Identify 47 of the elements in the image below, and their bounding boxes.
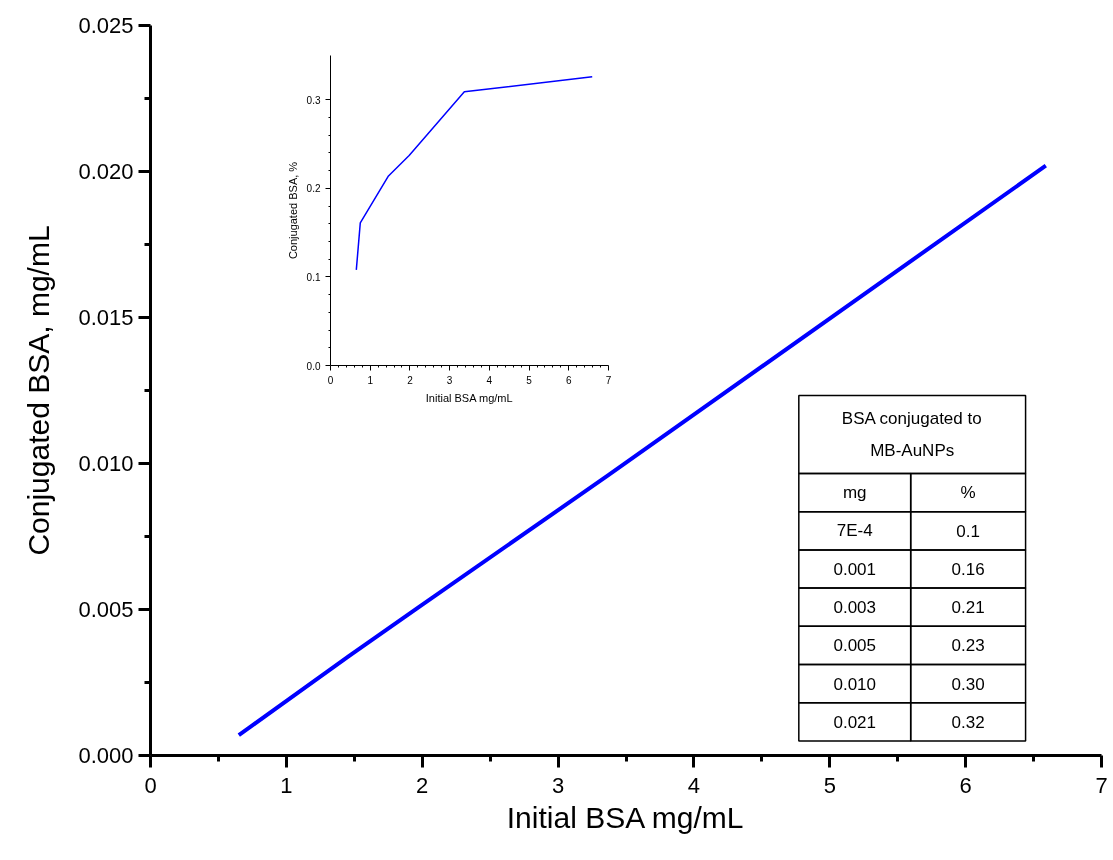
x-tick-label: 1 <box>367 374 374 386</box>
y-tick-label: 0.0 <box>306 360 321 372</box>
annotation: 0.1 <box>956 521 980 541</box>
x-tick-label: 3 <box>551 772 565 798</box>
y-tick-label: 0.3 <box>306 94 321 106</box>
annotation: 0.30 <box>951 674 985 694</box>
y-tick-label: 0.015 <box>78 305 134 330</box>
annotation: 0.32 <box>951 712 985 732</box>
x-tick-label: 6 <box>566 374 572 386</box>
y-tick-label: 0.025 <box>78 13 134 38</box>
x-tick-label: 5 <box>526 374 533 386</box>
x-tick-label: 3 <box>446 374 453 386</box>
annotation: 0.010 <box>833 674 877 694</box>
annotation: 0.16 <box>951 560 985 579</box>
x-tick-label: 5 <box>823 772 836 798</box>
x-tick-label: 0 <box>327 374 334 386</box>
annotation: 0.021 <box>833 712 877 732</box>
y-tick-label: 0.010 <box>78 451 134 476</box>
annotation: 0.001 <box>833 560 877 579</box>
annotation: 0.23 <box>951 636 985 656</box>
annotation: BSA conjugated to MB-AuNPs <box>841 408 982 461</box>
x-tick-label: 0 <box>144 772 157 798</box>
y-tick-label: 0.2 <box>306 183 321 195</box>
x-tick-label: 7 <box>605 374 612 386</box>
x-tick-label: 2 <box>407 374 414 386</box>
x-tick-label: 7 <box>1095 772 1108 798</box>
annotation: % <box>960 483 976 503</box>
x-axis-title: Initial BSA mg/mL <box>506 800 744 834</box>
y-tick-label: 0.020 <box>78 159 134 184</box>
annotation: 0.003 <box>833 598 877 618</box>
y-axis-title: Conjugated BSA, mg/mL <box>22 225 56 556</box>
x-tick-label: 4 <box>486 374 493 386</box>
y-tick-label: 0.005 <box>78 597 134 622</box>
annotation: mg <box>842 483 867 503</box>
annotation: 0.005 <box>833 636 877 656</box>
x-axis-title: Initial BSA mg/mL <box>425 391 513 404</box>
x-tick-label: 1 <box>280 772 293 798</box>
annotation: 7E-4 <box>836 521 873 541</box>
y-axis-title: Conjugated BSA, % <box>286 161 299 260</box>
x-tick-label: 2 <box>416 772 429 798</box>
y-tick-label: 0.000 <box>78 743 134 768</box>
x-tick-label: 4 <box>687 772 701 798</box>
line-series <box>236 163 1048 738</box>
y-tick-label: 0.1 <box>306 271 321 283</box>
x-tick-label: 6 <box>959 772 972 798</box>
annotation: 0.21 <box>951 598 985 618</box>
line-series <box>355 76 593 271</box>
